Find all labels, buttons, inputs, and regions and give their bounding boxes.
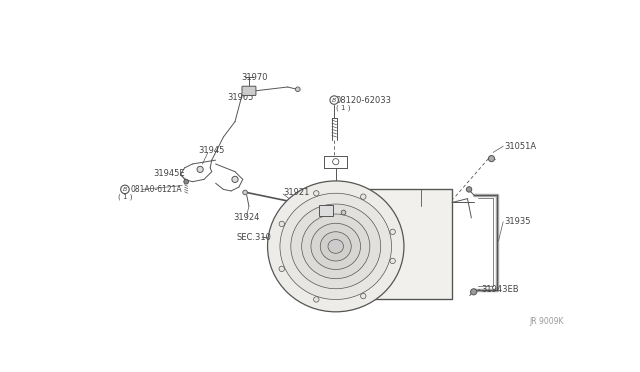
Text: JR 9009K: JR 9009K — [530, 317, 564, 326]
Circle shape — [360, 294, 366, 299]
Circle shape — [279, 221, 284, 227]
Text: 31945: 31945 — [198, 147, 224, 155]
Circle shape — [360, 194, 366, 199]
Circle shape — [184, 179, 189, 184]
Circle shape — [333, 158, 339, 165]
Text: ( 1 ): ( 1 ) — [118, 194, 132, 201]
Text: 31051A: 31051A — [505, 142, 537, 151]
Circle shape — [330, 96, 339, 104]
Bar — [319, 205, 333, 216]
Circle shape — [243, 190, 248, 195]
Ellipse shape — [328, 240, 344, 253]
Ellipse shape — [301, 214, 370, 279]
Text: 31943E: 31943E — [303, 202, 335, 211]
Circle shape — [314, 297, 319, 302]
Text: 31924: 31924 — [234, 214, 260, 222]
Circle shape — [279, 266, 284, 272]
Circle shape — [390, 258, 396, 264]
Polygon shape — [344, 189, 452, 299]
Text: ( 1 ): ( 1 ) — [336, 105, 350, 111]
Text: 31970: 31970 — [241, 73, 268, 82]
Text: 08120-62033: 08120-62033 — [336, 96, 392, 105]
Circle shape — [488, 155, 495, 162]
Text: 081A0-6121A: 081A0-6121A — [131, 185, 182, 194]
Ellipse shape — [280, 193, 392, 299]
Text: 31945E: 31945E — [154, 170, 185, 179]
Circle shape — [314, 190, 319, 196]
Text: B: B — [332, 97, 337, 103]
Circle shape — [467, 187, 472, 192]
Circle shape — [121, 185, 129, 194]
FancyBboxPatch shape — [242, 86, 256, 96]
Text: B: B — [123, 187, 127, 192]
Circle shape — [390, 229, 396, 234]
Ellipse shape — [291, 204, 381, 289]
Circle shape — [197, 166, 204, 173]
Text: 31935: 31935 — [505, 217, 531, 226]
Ellipse shape — [268, 181, 404, 312]
Circle shape — [341, 210, 346, 215]
Circle shape — [296, 87, 300, 92]
Text: 31921: 31921 — [283, 188, 309, 197]
Ellipse shape — [320, 232, 351, 261]
Circle shape — [470, 289, 477, 295]
Text: 31905: 31905 — [227, 93, 253, 102]
Circle shape — [232, 176, 238, 183]
Text: 31943EB: 31943EB — [481, 285, 519, 294]
Ellipse shape — [311, 223, 360, 269]
Text: SEC.310: SEC.310 — [237, 232, 271, 242]
